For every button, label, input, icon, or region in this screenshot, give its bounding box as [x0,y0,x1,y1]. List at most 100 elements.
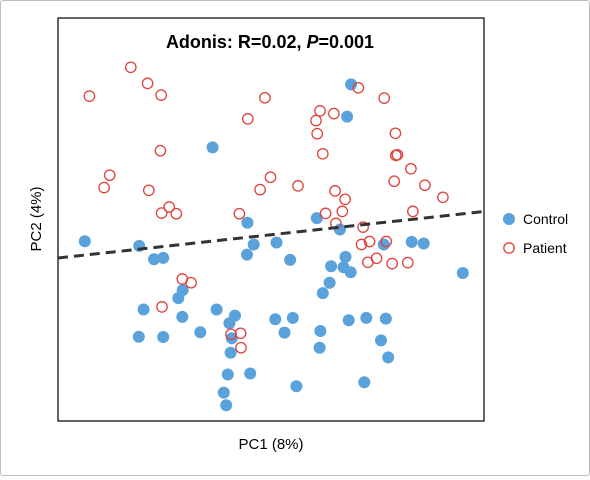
control-point-6 [157,251,170,264]
control-point-47 [244,367,257,380]
control-point-10 [333,223,346,236]
control-point-21 [344,266,357,279]
control-point-37 [132,330,145,343]
patient-point-40 [380,235,393,248]
control-point-22 [456,267,469,279]
patient-point-24 [142,184,155,197]
control-point-9 [310,212,323,225]
chart-title-prefix: Adonis: R=0.02, [166,32,307,52]
control-point-14 [284,253,297,266]
control-point-20 [325,260,338,273]
control-point-31 [223,317,236,330]
patient-point-3 [155,89,168,101]
control-point-38 [194,326,207,339]
control-point-34 [342,314,355,327]
patient-point-19 [103,169,116,182]
control-point-8 [241,216,254,229]
control-point-29 [210,303,223,316]
patient-point-38 [357,221,369,233]
patient-point-32 [155,207,168,219]
control-point-15 [339,250,352,263]
patient-point-50 [225,328,237,341]
patient-point-1 [124,61,137,74]
patient-point-34 [233,207,246,220]
patient-point-17 [391,148,404,161]
patient-point-51 [235,341,247,354]
patient-point-6 [259,91,271,104]
chart-title-p: P [306,32,319,52]
control-point-24 [316,287,329,300]
control-point-12 [247,238,260,251]
legend-label-control: Control [523,211,568,227]
control-point-17 [377,238,390,251]
patient-point-11 [310,114,322,127]
control-point-41 [314,325,327,337]
patient-point-25 [254,183,266,196]
control-point-46 [382,351,395,364]
control-point-13 [241,248,253,261]
patient-point-18 [405,162,417,175]
control-point-39 [225,332,238,345]
control-point-50 [358,376,371,389]
patient-point-15 [316,147,329,160]
patient-point-49 [234,327,247,340]
patient-point-29 [437,191,449,204]
patient-point-47 [176,273,189,285]
control-point-1 [345,78,358,91]
control-point-7 [148,253,160,266]
control-point-51 [217,386,230,399]
patient-point-20 [264,171,277,184]
trend-line [58,210,484,260]
control-point-52 [220,399,233,412]
patient-point-4 [83,90,96,102]
control-point-2 [341,110,354,123]
control-point-40 [278,326,291,339]
control-point-26 [172,292,185,305]
legend-label-patient: Patient [523,240,567,256]
control-point-45 [313,341,326,354]
patient-point-35 [319,207,332,220]
patient-point-39 [363,235,376,248]
control-point-19 [417,237,430,250]
legend-marker-control [503,213,515,225]
patient-point-13 [389,127,402,140]
chart-title-suffix: =0.001 [319,32,375,52]
patient-point-5 [352,81,365,94]
patient-point-31 [336,205,349,218]
control-point-49 [290,380,303,393]
chart-title: Adonis: R=0.02, P=0.001 [166,32,374,52]
control-point-4 [78,235,91,248]
patient-point-22 [292,180,304,192]
control-point-36 [379,312,392,325]
legend-marker-patient [503,242,515,254]
patient-point-36 [407,205,419,218]
patient-point-2 [141,77,154,90]
x-axis-label: PC1 (8%) [238,436,303,453]
control-point-33 [286,311,299,324]
control-point-42 [157,331,170,343]
control-point-43 [375,334,387,347]
patient-point-28 [339,193,351,206]
control-point-28 [176,310,189,323]
control-point-11 [270,236,283,249]
patient-point-33 [170,207,183,220]
patient-point-9 [328,107,340,120]
control-point-18 [405,235,418,248]
control-point-3 [206,141,219,154]
patient-point-12 [311,127,324,140]
patient-point-30 [163,201,176,213]
control-point-27 [137,303,150,316]
patient-point-7 [378,92,391,104]
control-point-35 [360,311,373,324]
patient-point-10 [241,113,254,125]
patient-point-41 [355,238,368,251]
patient-point-23 [98,181,110,194]
patient-point-14 [154,144,167,157]
patient-point-42 [401,256,414,269]
patient-point-48 [156,301,168,313]
control-point-23 [323,276,336,289]
patient-point-26 [329,185,341,197]
y-axis-label: PC2 (4%) [28,186,45,251]
